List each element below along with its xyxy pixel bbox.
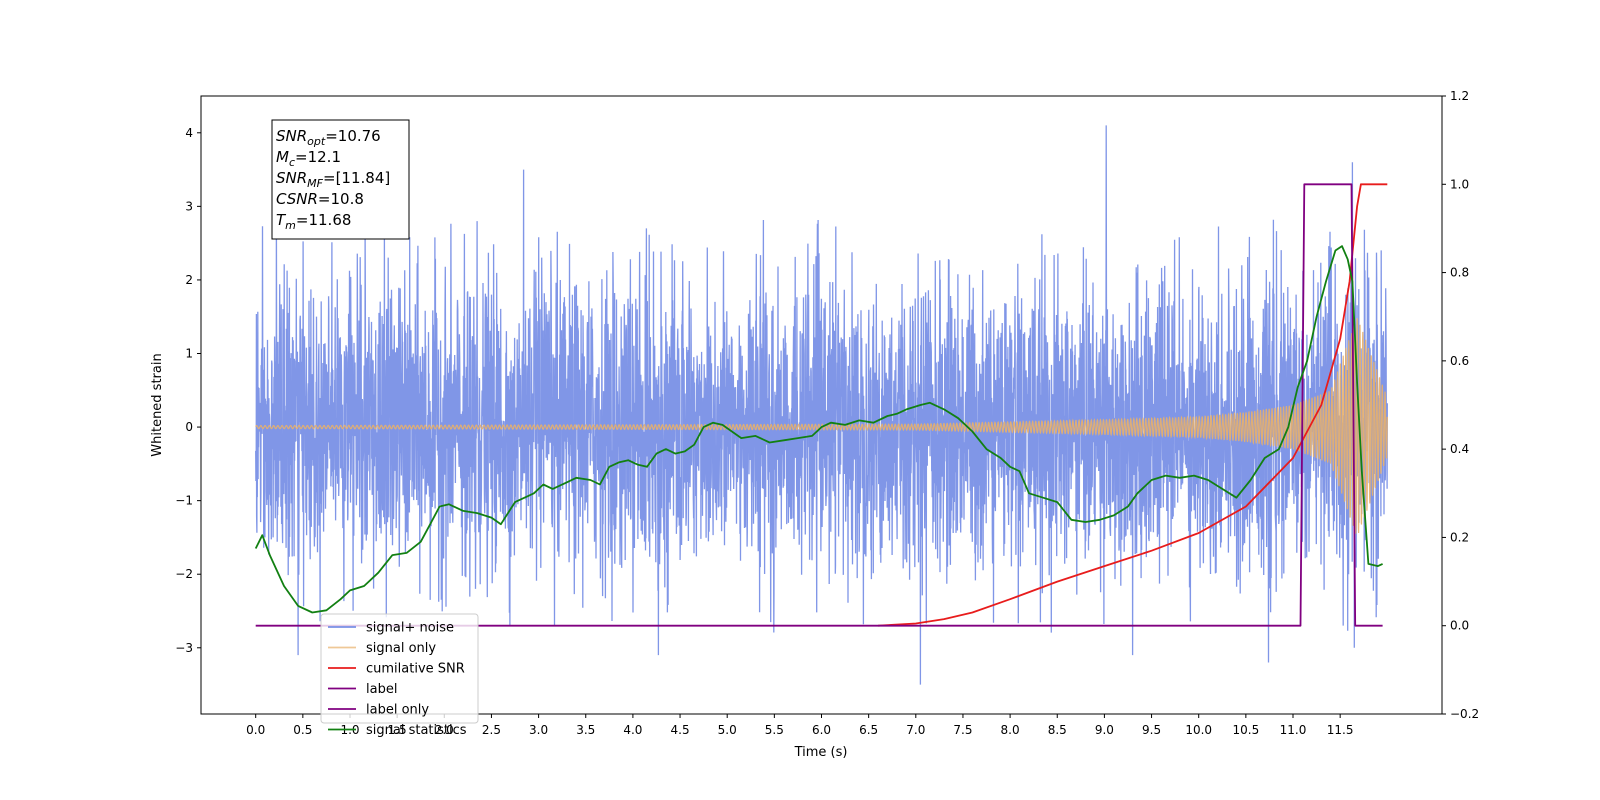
legend-label: label only [366,703,429,718]
legend: signal+ noise signal only cumilative SNR la… [320,613,479,738]
x-tick-label: 11.5 [1327,723,1354,737]
series-label-line [255,183,1383,627]
x-tick-label: 1.5 [388,723,407,737]
y-tick-label: 1 [185,347,193,361]
x-tick-label: 5.0 [718,723,737,737]
annotation-line: CSNR=10.8 [276,190,364,208]
annotation-subscript: c [289,156,295,169]
axes-layer: 0.0 0.5 1.0 1.5 2.0 2.5 3.0 3.5 4.0 4.5 5.0 5.5 6.0 6… [175,89,1479,737]
y2-tick-label: 0.0 [1450,619,1469,633]
x-tick-label: 6.0 [812,723,831,737]
annotation-subscript: MF [307,177,323,190]
x-tick-label: 7.5 [953,723,972,737]
series-layer [254,125,1388,685]
x-tick-label: 11.0 [1280,723,1307,737]
annotation-line: SNRMF=[11.84] [276,169,390,190]
y-tick-label: 2 [185,273,193,287]
annotation-value: =11.68 [296,211,352,229]
x-tick-label: 5.5 [765,723,784,737]
y2-tick-label: 0.2 [1450,530,1469,544]
annotation-line: SNRopt=10.76 [276,127,381,148]
x-tick-label: 8.0 [1001,723,1020,737]
x-tick-label: 8.5 [1048,723,1067,737]
x-tick-label: 0.5 [293,723,312,737]
y2-tick-label: 0.4 [1450,442,1469,456]
x-tick-label: 10.5 [1232,723,1259,737]
annotation-line: Tm=11.68 [276,211,351,232]
y-tick-label: −3 [175,641,193,655]
x-tick-label: 2.5 [482,723,501,737]
y-axis-label: Whitened strain [150,353,165,456]
legend-label: label [366,682,397,697]
annotation-value: =10.76 [325,127,381,145]
annotation-symbol: T [276,211,287,229]
annotation-value: =10.8 [318,190,364,208]
legend-label: cumilative SNR [366,662,465,677]
y2-tick-label: −0.2 [1450,707,1479,721]
x-tick-label: 4.0 [623,723,642,737]
y-tick-label: −1 [175,494,193,508]
legend-label: signal+ noise [366,621,454,636]
legend-label: signal only [366,641,436,656]
y-tick-label: 4 [185,126,193,140]
legend-frame [320,613,479,724]
y-tick-label: −2 [175,567,193,581]
x-tick-label: 3.5 [576,723,595,737]
x-tick-label: 6.5 [859,723,878,737]
series-signal-noise-line [255,125,1388,685]
x-tick-label: 10.0 [1185,723,1212,737]
annotation-value: =12.1 [295,148,341,166]
annotation-symbol: SNR [276,127,307,145]
annotation-value: =[11.84] [323,169,390,187]
y2-tick-label: 1.0 [1450,177,1469,191]
x-tick-label: 9.5 [1142,723,1161,737]
annotation-box: SNRopt=10.76Mc=12.1SNRMF=[11.84]CSNR=10.… [271,119,410,240]
y2-tick-label: 1.2 [1450,89,1469,103]
annotation-symbol: M [276,148,289,166]
annotation-subscript: opt [307,135,326,148]
annotation-subscript: m [285,219,296,232]
x-tick-label: 3.0 [529,723,548,737]
legend-label: signal statistics [366,723,467,738]
x-tick-label: 7.0 [906,723,925,737]
series-signal-statistics-line [254,245,1383,614]
y-tick-label: 0 [185,420,193,434]
annotation-line: Mc=12.1 [276,148,341,169]
x-axis-label: Time (s) [794,745,848,760]
x-tick-label: 4.5 [671,723,690,737]
x-tick-label: 9.0 [1095,723,1114,737]
y2-tick-label: 0.8 [1450,266,1469,280]
x-tick-label: 0.0 [246,723,265,737]
y-tick-label: 3 [185,199,193,213]
annotation-box-frame [271,119,410,240]
y2-tick-label: 0.6 [1450,354,1469,368]
annotation-symbol: SNR [276,169,307,187]
annotation-symbol: CSNR [276,190,318,208]
x-tick-label: 2.0 [435,723,454,737]
